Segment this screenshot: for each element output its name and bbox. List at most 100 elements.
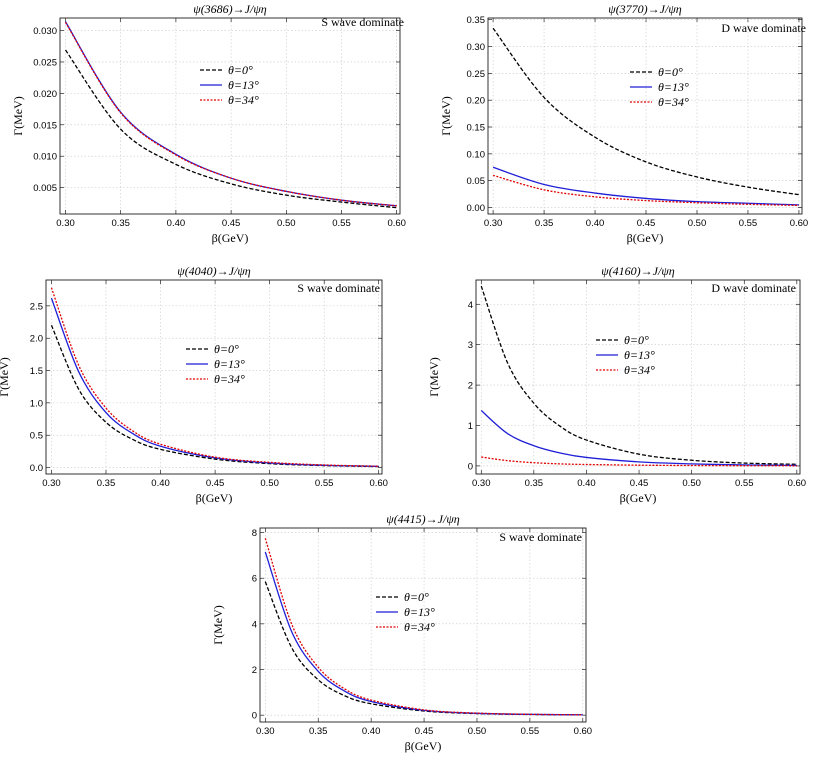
series-line bbox=[492, 174, 799, 207]
x-axis-label: β(GeV) bbox=[196, 491, 233, 505]
x-tick-label: 0.40 bbox=[577, 478, 596, 489]
y-tick-label: 1.5 bbox=[30, 366, 43, 377]
y-axis-label: Γ(MeV) bbox=[439, 96, 453, 136]
legend-label: θ=0° bbox=[214, 342, 239, 356]
series-line bbox=[492, 166, 799, 206]
wave-annotation: S wave dominate bbox=[297, 281, 380, 295]
x-tick-label: 0.40 bbox=[586, 218, 605, 229]
x-tick-label: 0.55 bbox=[521, 726, 540, 737]
chart-title: ψ(4040)→J/ψη bbox=[177, 264, 251, 278]
x-tick-label: 0.55 bbox=[739, 218, 758, 229]
plot-frame bbox=[475, 279, 801, 475]
x-tick-label: 0.30 bbox=[256, 726, 275, 737]
legend-label: θ=13° bbox=[624, 348, 655, 362]
y-tick-label: 0.025 bbox=[33, 57, 57, 68]
legend-label: θ=34° bbox=[214, 372, 245, 386]
y-tick-label: 0.15 bbox=[467, 123, 486, 134]
legend-label: θ=13° bbox=[228, 78, 259, 92]
series-line bbox=[64, 49, 397, 209]
x-tick-label: 0.40 bbox=[167, 218, 186, 229]
y-tick-label: 2.5 bbox=[30, 301, 43, 312]
x-axis-label: β(GeV) bbox=[627, 231, 664, 245]
y-tick-label: 0.5 bbox=[30, 431, 43, 442]
y-tick-label: 2 bbox=[468, 381, 473, 392]
x-tick-label: 0.30 bbox=[56, 218, 75, 229]
y-tick-label: 8 bbox=[252, 528, 257, 539]
x-tick-label: 0.40 bbox=[362, 726, 381, 737]
panel-psi4040: 0.30 0.35 0.40 0.45 0.50 0.55 0.60 0.0 0.5 1.0 1.5… bbox=[0, 264, 388, 505]
x-tick-label: 0.60 bbox=[387, 218, 406, 229]
x-tick-label: 0.30 bbox=[484, 218, 503, 229]
x-tick-label: 0.30 bbox=[42, 478, 61, 489]
legend-label: θ=13° bbox=[658, 80, 689, 94]
x-tick-label: 0.55 bbox=[315, 478, 334, 489]
x-tick-label: 0.45 bbox=[637, 218, 656, 229]
x-tick-label: 0.55 bbox=[332, 218, 351, 229]
panel-psi3770: 0.30 0.35 0.40 0.45 0.50 0.55 0.60 0.00 0.05 0.10… bbox=[439, 2, 808, 245]
legend-label: θ=0° bbox=[624, 333, 649, 347]
y-tick-label: 0.030 bbox=[33, 26, 57, 37]
plot-frame bbox=[487, 17, 803, 215]
legend-label: θ=13° bbox=[214, 357, 245, 371]
y-tick-label: 3 bbox=[468, 340, 473, 351]
y-tick-label: 2.0 bbox=[30, 334, 43, 345]
series-line bbox=[264, 551, 583, 716]
y-tick-label: 0.30 bbox=[467, 42, 486, 53]
legend-label: θ=0° bbox=[404, 590, 429, 604]
x-tick-label: 0.50 bbox=[682, 478, 701, 489]
x-tick-label: 0.40 bbox=[151, 478, 170, 489]
x-tick-label: 0.35 bbox=[309, 726, 328, 737]
chart-title: ψ(3770)→J/ψη bbox=[608, 2, 682, 16]
x-axis-label: β(GeV) bbox=[212, 231, 249, 245]
legend-label: θ=0° bbox=[228, 63, 253, 77]
chart-title: ψ(4160)→J/ψη bbox=[601, 264, 675, 278]
y-tick-label: 0.05 bbox=[467, 176, 486, 187]
series-line bbox=[480, 410, 797, 467]
series-line bbox=[264, 538, 583, 716]
panel-psi3686: 0.30 0.35 0.40 0.45 0.50 0.55 0.60 0.005 0.010 0.… bbox=[11, 2, 406, 245]
legend-label: θ=34° bbox=[624, 363, 655, 377]
y-tick-label: 0.35 bbox=[467, 15, 486, 26]
x-tick-label: 0.50 bbox=[277, 218, 296, 229]
x-tick-label: 0.50 bbox=[468, 726, 487, 737]
y-tick-label: 6 bbox=[252, 574, 257, 585]
x-tick-label: 0.60 bbox=[574, 726, 593, 737]
y-tick-label: 2 bbox=[252, 665, 257, 676]
y-axis-label: Γ(MeV) bbox=[0, 357, 11, 397]
x-tick-label: 0.35 bbox=[111, 218, 130, 229]
x-tick-label: 0.35 bbox=[535, 218, 554, 229]
y-tick-label: 0.25 bbox=[467, 69, 486, 80]
y-tick-label: 0.20 bbox=[467, 96, 486, 107]
x-tick-label: 0.60 bbox=[369, 478, 388, 489]
x-axis-label: β(GeV) bbox=[620, 491, 657, 505]
legend-label: θ=0° bbox=[658, 65, 683, 79]
y-tick-label: 0.00 bbox=[467, 203, 486, 214]
x-tick-label: 0.30 bbox=[472, 478, 491, 489]
legend-label: θ=34° bbox=[228, 93, 259, 107]
x-tick-label: 0.55 bbox=[735, 478, 754, 489]
wave-annotation: D wave dominate bbox=[721, 21, 806, 35]
x-tick-label: 0.35 bbox=[525, 478, 544, 489]
legend-label: θ=34° bbox=[658, 95, 689, 109]
y-tick-label: 4 bbox=[252, 619, 257, 630]
x-axis-label: β(GeV) bbox=[405, 739, 442, 753]
y-tick-label: 4 bbox=[468, 300, 473, 311]
y-tick-label: 0.010 bbox=[33, 152, 57, 163]
panel-psi4415: 0.30 0.35 0.40 0.45 0.50 0.55 0.60 0 2 4 6 8 ψ(4415)… bbox=[211, 512, 592, 753]
y-tick-label: 0.020 bbox=[33, 89, 57, 100]
series-line bbox=[480, 285, 797, 465]
series-line bbox=[492, 27, 800, 196]
x-tick-label: 0.45 bbox=[222, 218, 241, 229]
plot-frame bbox=[59, 17, 401, 215]
plot-frame bbox=[259, 527, 587, 723]
y-axis-label: Γ(MeV) bbox=[11, 96, 25, 136]
y-axis-label: Γ(MeV) bbox=[427, 357, 441, 397]
wave-annotation: S wave dominate bbox=[321, 15, 404, 29]
wave-annotation: S wave dominate bbox=[499, 530, 582, 544]
panel-psi4160: 0.30 0.35 0.40 0.45 0.50 0.55 0.60 0 1 2 3 4 ψ(4160)… bbox=[427, 264, 806, 505]
x-tick-label: 0.60 bbox=[790, 218, 809, 229]
legend-label: θ=13° bbox=[404, 605, 435, 619]
x-tick-label: 0.45 bbox=[206, 478, 225, 489]
x-tick-label: 0.45 bbox=[415, 726, 434, 737]
